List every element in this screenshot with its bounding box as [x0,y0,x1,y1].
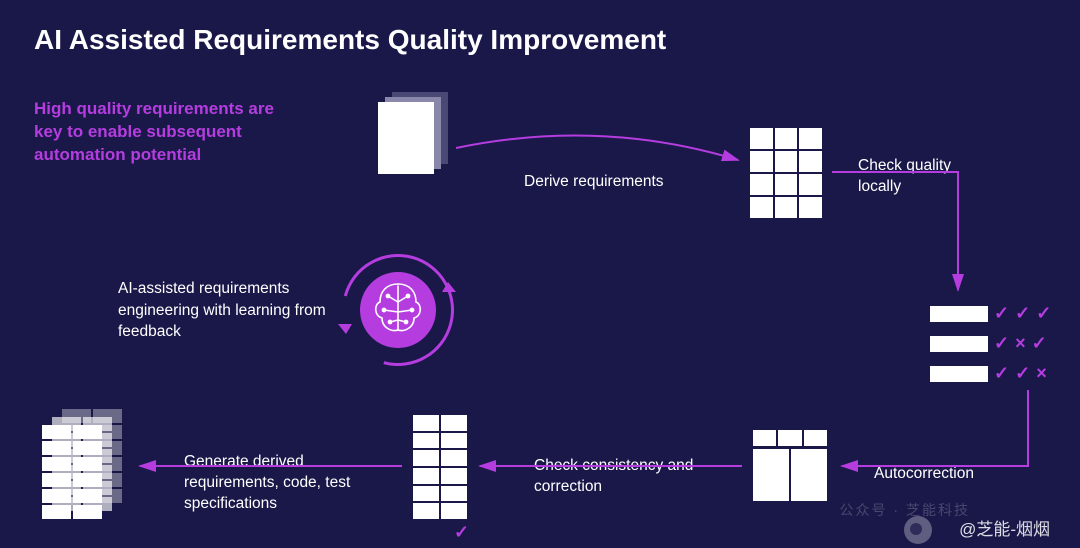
watermark-handle: @芝能-烟烟 [959,515,1050,540]
watermark-text: 公众号 · 芝能科技 [840,500,970,520]
weibo-icon [904,516,932,544]
flow-arrows [0,0,1080,548]
